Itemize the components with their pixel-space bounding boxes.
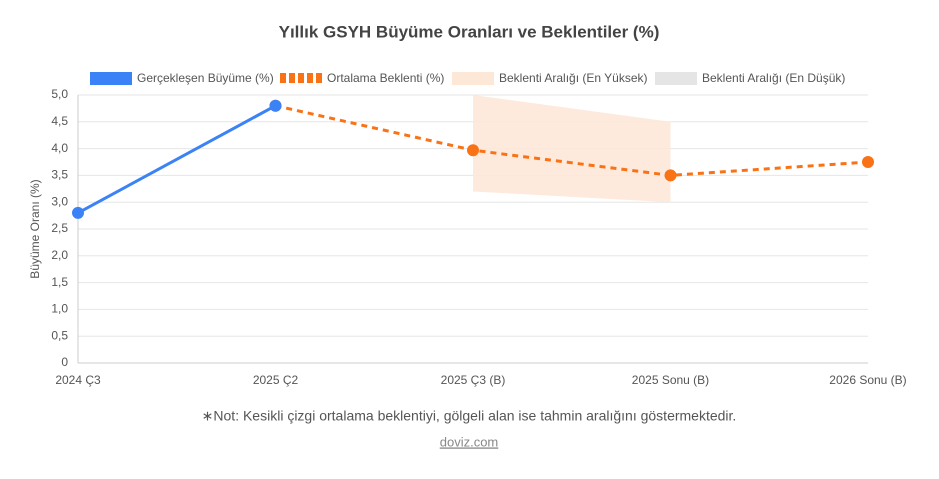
y-tick-label: 4,0 bbox=[51, 141, 68, 155]
source: doviz.com bbox=[440, 434, 499, 449]
legend-label: Gerçekleşen Büyüme (%) bbox=[137, 71, 274, 85]
legend-swatch bbox=[655, 72, 697, 85]
y-tick-label: 0 bbox=[61, 355, 68, 369]
y-tick-label: 3,5 bbox=[51, 168, 68, 182]
legend-swatch bbox=[452, 72, 494, 85]
x-tick-label: 2025 Ç2 bbox=[253, 373, 299, 387]
y-tick-label: 5,0 bbox=[51, 87, 68, 101]
series-line bbox=[275, 104, 869, 177]
x-tick-label: 2025 Ç3 (B) bbox=[441, 373, 506, 387]
y-tick-label: 0,5 bbox=[51, 328, 68, 342]
series-line bbox=[77, 104, 277, 215]
x-tick-label: 2026 Sonu (B) bbox=[829, 373, 906, 387]
chart-title: Yıllık GSYH Büyüme Oranları ve Beklentil… bbox=[279, 22, 660, 41]
y-tick-label: 1,0 bbox=[51, 302, 68, 316]
note: ∗Not: Kesikli çizgi ortalama beklentiyi,… bbox=[202, 408, 737, 424]
data-point bbox=[862, 156, 874, 168]
data-point bbox=[467, 144, 479, 157]
forecast-band bbox=[473, 95, 671, 203]
y-tick-label: 4,5 bbox=[51, 114, 68, 128]
y-tick-label: 2,5 bbox=[51, 221, 68, 235]
legend-label: Beklenti Aralığı (En Düşük) bbox=[702, 71, 845, 85]
y-tick-label: 2,0 bbox=[51, 248, 68, 262]
y-axis-label: Büyüme Oranı (%) bbox=[28, 179, 42, 278]
y-tick-label: 1,5 bbox=[51, 275, 68, 289]
legend-label: Beklenti Aralığı (En Yüksek) bbox=[499, 71, 648, 85]
legend-label: Ortalama Beklenti (%) bbox=[327, 71, 444, 85]
x-tick-label: 2024 Ç3 bbox=[55, 373, 101, 387]
data-point bbox=[664, 169, 677, 182]
x-tick-label: 2025 Sonu (B) bbox=[632, 373, 709, 387]
data-point bbox=[72, 206, 84, 219]
data-point bbox=[269, 99, 282, 112]
y-tick-label: 3,0 bbox=[51, 194, 68, 208]
legend-swatch bbox=[90, 72, 132, 85]
